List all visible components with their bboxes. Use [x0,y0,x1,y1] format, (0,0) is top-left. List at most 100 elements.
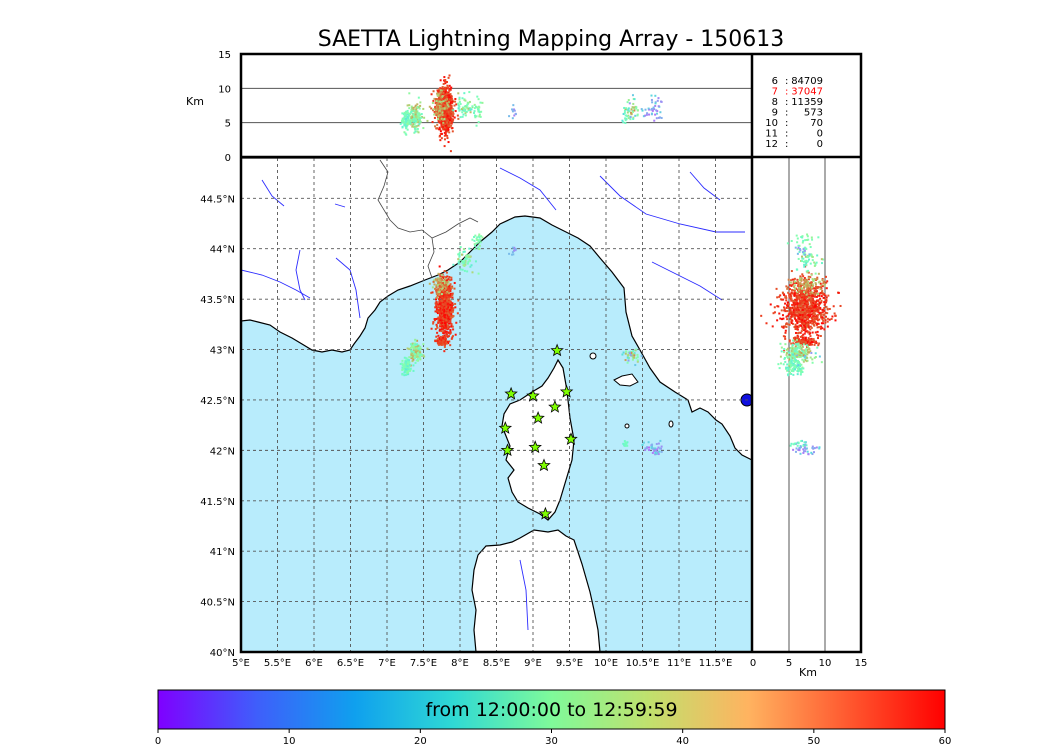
side-point [794,364,797,367]
top-point [448,94,451,97]
side-point [793,292,796,295]
top-point [422,127,425,130]
side-point [797,370,800,373]
top-point [447,101,450,104]
side-point [808,338,811,341]
side-point [790,291,793,294]
side-point [804,447,807,450]
map-point [626,361,629,364]
map-point [406,371,409,374]
map-point [409,369,412,372]
side-point [817,281,820,284]
map-point [642,441,645,444]
map-point [446,296,449,299]
top-point [436,127,439,130]
top-point [443,79,446,82]
side-point [810,253,813,256]
map-point [410,355,413,358]
side-point [788,364,791,367]
side-point [792,312,795,315]
side-point [816,299,819,302]
map-point [442,303,445,306]
map-point [657,453,660,456]
side-point [813,303,816,306]
side-point [809,293,812,296]
top-point [442,88,445,91]
map-point [462,264,465,267]
side-point [812,302,815,305]
side-point [792,289,795,292]
side-point [814,289,817,292]
side-point [795,447,798,450]
side-point [816,322,819,325]
side-point [793,285,796,288]
top-point [444,103,447,106]
side-point [806,321,809,324]
top-point [417,118,420,121]
side-point [812,287,815,290]
side-point [795,287,798,290]
top-point [418,120,421,123]
map-point [443,308,446,311]
top-point [441,111,444,114]
map-point [444,278,447,281]
side-point [813,447,816,450]
top-point [441,108,444,111]
map-point [627,359,630,362]
map-point [440,320,443,323]
side-point [811,278,814,281]
top-point [633,98,636,101]
stats-count: 70 [810,118,823,129]
top-y-tick: 5 [225,119,231,130]
map-point [473,243,476,246]
map-point [443,316,446,319]
map-point [446,285,449,288]
top-point [460,108,463,111]
side-point [801,251,804,254]
map-point [446,282,449,285]
top-point [624,114,627,117]
stats-n: 7 [772,87,778,98]
top-point [447,128,450,131]
side-point [792,342,795,345]
top-point [404,124,407,127]
side-point [796,292,799,295]
side-point [801,311,804,314]
map-point [640,354,643,357]
map-point [442,336,445,339]
side-point [782,292,785,295]
top-point [443,126,446,129]
side-point [797,320,800,323]
colorbar-tick-label: 40 [676,736,689,747]
map-point [446,311,449,314]
map-point [448,322,451,325]
side-point [798,283,801,286]
map-point [411,357,414,360]
side-point [820,316,823,319]
side-point [815,323,818,326]
map-point [441,308,444,311]
map-point [469,259,472,262]
top-point [451,109,454,112]
map-point [417,355,420,358]
top-point [412,118,415,121]
side-point [800,300,803,303]
top-point [466,103,469,106]
top-point [623,111,626,114]
top-point [442,82,445,85]
map-point [417,347,420,350]
top-point [413,109,416,112]
side-point [796,334,799,337]
stats-count: 37047 [791,87,823,98]
side-point [804,312,807,315]
map-point [445,305,448,308]
side-point [820,258,823,261]
side-point [809,321,812,324]
map-point [439,295,442,298]
side-point [824,319,827,322]
top-point [644,108,647,111]
map-point [448,275,451,278]
top-point [417,116,420,119]
top-point [623,109,626,112]
map-point [418,357,421,360]
